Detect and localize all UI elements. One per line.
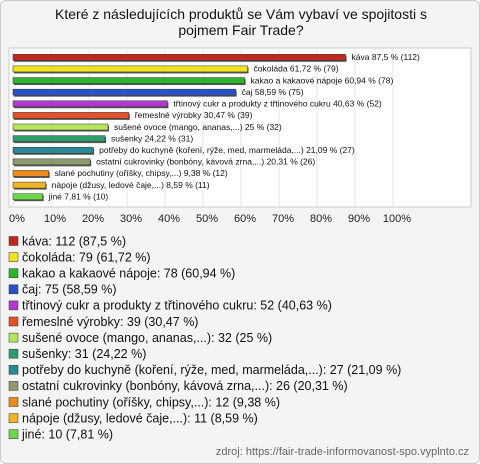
legend-marker: [8, 381, 19, 391]
data-label: nápoje (džusy, ledové čaje,...) 8,59 % (…: [52, 180, 210, 190]
legend-label: řemeslné výrobky: 39 (30,47 %): [22, 315, 198, 329]
data-label: kakao a kakaové nápoje 60,94 % (78): [251, 75, 394, 85]
x-tick-label: 70%: [272, 213, 294, 225]
data-label: káva 87,5 % (112): [352, 52, 421, 62]
legend-marker: [8, 397, 19, 407]
chart-title: Které z následujících produktů se Vám vy…: [55, 6, 427, 38]
data-label: řemeslné výrobky 30,47 % (39): [135, 110, 253, 120]
data-label: ostatní cukrovinky (bonbóny, kávová zrna…: [96, 157, 315, 167]
x-tick-label: 50%: [196, 213, 218, 225]
data-label: čokoláda 61,72 % (79): [254, 64, 339, 74]
legend-marker: [8, 252, 19, 262]
x-tick-label: 60%: [234, 213, 256, 225]
legend-label: čokoláda: 79 (61,72 %): [22, 250, 151, 264]
plot: 0% 10% 20% 30% 40% 50% 60% 70% 80% 90% 100% káva 87…: [8, 47, 472, 441]
legend-marker: [8, 236, 19, 246]
legend-marker: [8, 316, 19, 327]
data-label: slané pochutiny (oříšky, chipsy,...) 9,3…: [55, 168, 228, 178]
data-label: třtinový cukr a produkty z třtinového cu…: [173, 99, 382, 109]
legend-label: třtinový cukr a produkty z třtinového cu…: [22, 299, 332, 313]
bar: [12, 158, 91, 166]
bar: [12, 181, 46, 189]
legend-marker: [8, 284, 19, 295]
x-tick-label: 100%: [383, 213, 411, 225]
legend-marker: [8, 429, 19, 439]
legend-label: potřeby do kuchyně (koření, rýže, med, m…: [22, 363, 401, 377]
x-tick-label: 10%: [44, 213, 66, 225]
bar: [12, 100, 168, 108]
bar: [12, 193, 43, 200]
bar: [12, 65, 248, 73]
x-tick-label: 30%: [120, 213, 142, 225]
bar: [12, 146, 94, 154]
bar: [12, 123, 109, 131]
source: zdroj: https://fair-trade-informovanost-…: [215, 446, 469, 458]
bar: [12, 135, 106, 142]
bar: [12, 112, 130, 119]
legend-label: ostatní cukrovinky (bonbóny, kávová zrna…: [22, 379, 348, 393]
legend-label: čaj: 75 (58,59 %): [22, 283, 117, 297]
legend-marker: [8, 332, 19, 343]
legend-marker: [8, 300, 19, 311]
x-tick-label: 90%: [348, 213, 370, 225]
legend-label: nápoje (džusy, ledové čaje,...): 11 (8,5…: [22, 411, 258, 425]
x-tick-label: 20%: [82, 213, 104, 225]
x-tick-label: 0%: [9, 213, 25, 225]
legend-label: káva: 112 (87,5 %): [22, 234, 126, 248]
legend-marker: [8, 365, 19, 375]
legend-label: sušené ovoce (mango, ananas,...): 32 (25…: [22, 331, 272, 345]
bar: [12, 77, 245, 84]
data-label: sušené ovoce (mango, ananas,...) 25 % (3…: [114, 122, 282, 132]
data-label: potřeby do kuchyně (koření, rýže, med, m…: [99, 145, 355, 155]
legend-label: sušenky: 31 (24,22 %): [22, 347, 146, 361]
legend-label: slané pochutiny (oříšky, chipsy,...): 12…: [22, 395, 280, 409]
legend-marker: [8, 348, 19, 359]
data-label: čaj 58,59 % (75): [242, 87, 304, 97]
x-tick-label: 80%: [310, 213, 332, 225]
legend-marker: [8, 268, 19, 278]
bar: [12, 170, 49, 177]
data-label: sušenky 24,22 % (31): [111, 133, 193, 143]
legend-label: jiné: 10 (7,81 %): [21, 427, 113, 441]
data-label: jiné 7,81 % (10): [48, 191, 109, 201]
x-tick-label: 40%: [158, 213, 180, 225]
bar: [12, 88, 236, 96]
legend-marker: [8, 413, 19, 423]
bar: [12, 54, 346, 61]
legend-label: kakao a kakaové nápoje: 78 (60,94 %): [22, 266, 235, 280]
